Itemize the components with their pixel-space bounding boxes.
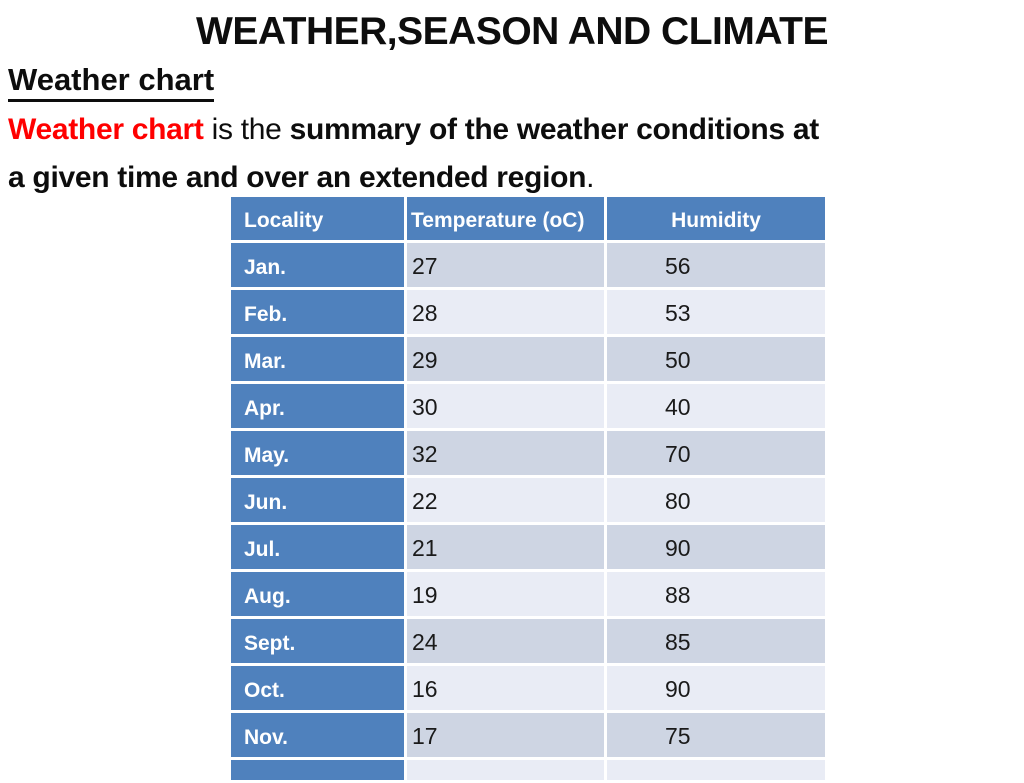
humidity-cell: 50 bbox=[607, 337, 825, 381]
humidity-cell bbox=[607, 760, 825, 780]
humidity-cell: 53 bbox=[607, 290, 825, 334]
heading-underlined-text: Weather chart bbox=[8, 62, 215, 102]
slide-title: WEATHER,SEASON AND CLIMATE bbox=[196, 10, 828, 53]
humidity-cell: 70 bbox=[607, 431, 825, 475]
locality-cell: Oct. bbox=[231, 666, 404, 710]
table-row: Feb. 28 53 bbox=[231, 290, 825, 334]
humidity-cell: 90 bbox=[607, 525, 825, 569]
locality-cell: Apr. bbox=[231, 384, 404, 428]
weather-table: Locality Temperature (oC) Humidity Jan. … bbox=[228, 194, 828, 783]
definition-bold-line2: a given time and over an extended region bbox=[8, 161, 587, 194]
temperature-cell: 21 bbox=[407, 525, 604, 569]
temperature-cell: 16 bbox=[407, 666, 604, 710]
table-row: Oct. 16 90 bbox=[231, 666, 825, 710]
col-header-temperature: Temperature (oC) bbox=[407, 197, 604, 240]
table-row: May. 32 70 bbox=[231, 431, 825, 475]
humidity-cell: 88 bbox=[607, 572, 825, 616]
table-row: Jul. 21 90 bbox=[231, 525, 825, 569]
locality-cell: May. bbox=[231, 431, 404, 475]
locality-cell: Aug. bbox=[231, 572, 404, 616]
heading-weather-chart: Weather chart bbox=[8, 62, 215, 102]
humidity-cell: 85 bbox=[607, 619, 825, 663]
temperature-cell: 30 bbox=[407, 384, 604, 428]
definition-term: Weather chart bbox=[8, 113, 204, 146]
temperature-cell: 22 bbox=[407, 478, 604, 522]
temperature-cell: 27 bbox=[407, 243, 604, 287]
temperature-cell bbox=[407, 760, 604, 780]
table-row: Jun. 22 80 bbox=[231, 478, 825, 522]
temperature-cell: 28 bbox=[407, 290, 604, 334]
locality-cell: Jun. bbox=[231, 478, 404, 522]
table-row: Nov. 17 75 bbox=[231, 713, 825, 757]
col-header-locality: Locality bbox=[231, 197, 404, 240]
locality-cell: Mar. bbox=[231, 337, 404, 381]
temperature-cell: 17 bbox=[407, 713, 604, 757]
table-row-partial bbox=[231, 760, 825, 780]
locality-cell: Feb. bbox=[231, 290, 404, 334]
temperature-cell: 29 bbox=[407, 337, 604, 381]
definition-text: Weather chart is the summary of the weat… bbox=[8, 106, 1020, 202]
locality-cell: Jan. bbox=[231, 243, 404, 287]
temperature-cell: 32 bbox=[407, 431, 604, 475]
humidity-cell: 40 bbox=[607, 384, 825, 428]
definition-period: . bbox=[586, 161, 595, 194]
table-row: Aug. 19 88 bbox=[231, 572, 825, 616]
definition-connector: is the bbox=[203, 113, 290, 146]
table-row: Sept. 24 85 bbox=[231, 619, 825, 663]
humidity-cell: 75 bbox=[607, 713, 825, 757]
humidity-cell: 90 bbox=[607, 666, 825, 710]
table-row: Jan. 27 56 bbox=[231, 243, 825, 287]
col-header-humidity: Humidity bbox=[607, 197, 825, 240]
locality-cell: Nov. bbox=[231, 713, 404, 757]
temperature-cell: 19 bbox=[407, 572, 604, 616]
humidity-cell: 80 bbox=[607, 478, 825, 522]
locality-cell: Jul. bbox=[231, 525, 404, 569]
definition-bold-line1: summary of the weather conditions at bbox=[289, 113, 820, 146]
table-row: Mar. 29 50 bbox=[231, 337, 825, 381]
locality-cell: Sept. bbox=[231, 619, 404, 663]
table-row: Apr. 30 40 bbox=[231, 384, 825, 428]
temperature-cell: 24 bbox=[407, 619, 604, 663]
locality-cell bbox=[231, 760, 404, 780]
humidity-cell: 56 bbox=[607, 243, 825, 287]
table-header-row: Locality Temperature (oC) Humidity bbox=[231, 197, 825, 240]
